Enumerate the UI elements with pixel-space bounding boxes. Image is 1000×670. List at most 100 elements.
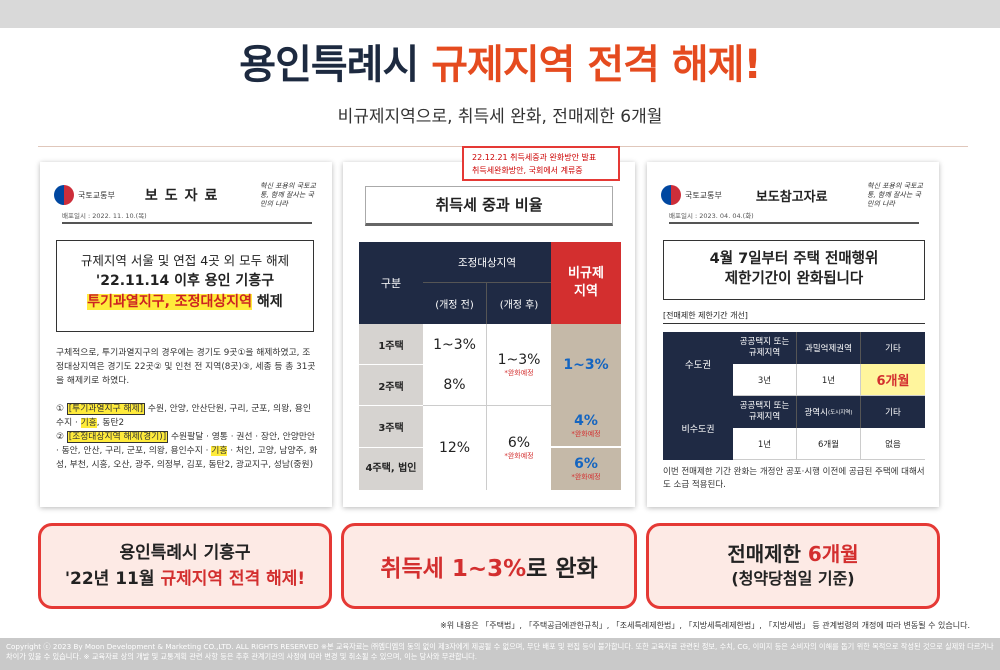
list-item: ① [투기과열지구 해제] 수원, 안양, 안산단원, 구리, 군포, 의왕, … [56,402,318,430]
title-dark: 용인특례시 [239,42,432,88]
ministry-name: 국토교통부 [78,190,115,200]
header-gongong: 공공택지 또는 규제지역 [733,332,797,364]
header-gita: 기타 [861,332,925,364]
cell-sudo-gongong: 3년 [733,364,797,396]
government-emblem-icon [661,185,681,205]
page-title: 용인특례시 규제지역 전격 해제! [0,32,1000,90]
row-3house: 3주택 [359,406,423,448]
summary-line-1: 취득세 1~3%로 완화 [344,549,634,583]
note: *완화예정 [571,430,601,438]
slogan: 혁신 포용의 국토교통, 함께 잘사는 국민의 나라 [867,181,923,208]
header-jojeong: 조정대상지역 [423,242,551,283]
tax-table-title: 취득세 중과 비율 [365,186,613,226]
headline-line-2: 제한기간이 완화됩니다 [724,271,864,287]
cell-12house-after: 1~3% *완화예정 [487,324,551,406]
cell-sudo-gwamil: 1년 [797,364,861,396]
document-type: 보도자료 [144,188,225,204]
press-release-card: 국토교통부 보도자료 혁신 포용의 국토교통, 함께 잘사는 국민의 나라 배포… [40,162,332,507]
item-highlight: 기흥 [80,418,97,428]
headline-line-2: '22.11.14 이후 용인 기흥구 [95,273,275,289]
government-emblem-icon [54,185,74,205]
value: 6% [574,456,598,472]
item-number: ② [56,432,67,442]
row-1house: 1주택 [359,324,423,365]
row-2house: 2주택 [359,365,423,406]
notice-line-1: 22.12.21 취득세중과 완화방안 발표 [472,153,597,162]
cell-34house-before: 12% [423,406,487,490]
top-bar [0,0,1000,28]
cell-34house-after: 6% *완화예정 [487,406,551,490]
headline-line-3-rest: 해제 [252,294,283,310]
header-gita-2: 기타 [861,396,925,428]
summary-line-2: (청약당첨일 기준) [731,569,855,588]
item-highlight: 기흥 [211,446,228,456]
cell-bisudo-gita: 없음 [861,428,925,460]
cell-12house-bigyu: 1~3% [551,324,621,406]
section-label: [전매제한 제한기간 개선] [663,310,925,324]
summary-red: 규제지역 전격 해제! [160,569,306,589]
label: 광역시 [804,408,828,418]
summary-line-1: 용인특례시 기흥구 [119,543,251,563]
title-red: 규제지역 전격 해제! [431,42,761,88]
summary-pre: '22년 11월 [64,569,161,589]
ministry-name: 국토교통부 [685,190,722,200]
list-item: ② [조정대상지역 해제(경기)] 수원팔달 · 영통 · 권선 · 장안, 안… [56,430,318,472]
note: *완화예정 [504,452,534,460]
slogan: 혁신 포용의 국토교통, 함께 잘사는 국민의 나라 [260,181,316,208]
release-date: 배포일시 : 2022. 11. 10.(목) [62,210,312,224]
summary-line-1: 전매제한 6개월 [649,541,937,567]
summary-tax: 취득세 1~3%로 완화 [341,523,637,609]
headline-line-1: 4월 7일부터 주택 전매행위 [709,251,879,267]
summary-red: 취득세 1~3% [380,556,527,582]
resale-restriction-card: 국토교통부 보도참고자료 혁신 포용의 국토교통, 함께 잘사는 국민의 나라 … [647,162,939,507]
press-body: 구체적으로, 투기과열지구의 경우에는 경기도 9곳①을 해제하였고, 조정대상… [56,348,316,386]
summary-regulation: 용인특례시 기흥구 '22년 11월 규제지역 전격 해제! [38,523,332,609]
summary-rest: 로 완화 [526,556,598,582]
item-text-end: · 처인, 고양, 남양주, 화성, 부천, 시흥, 오산, 광주, 의정부, … [56,446,318,470]
note: *완화예정 [571,473,601,481]
summary-resale: 전매제한 6개월 (청약당첨일 기준) [646,523,940,609]
item-text-end: , 동탄2 [96,418,125,428]
tax-notice-box: 22.12.21 취득세중과 완화방안 발표 취득세완화방안, 국회에서 계류중 [462,146,620,181]
cell-1house-before: 1~3% [423,324,487,365]
tax-table: 구분 조정대상지역 (개정 전) (개정 후) 비규제 지역 1주택 2주택 3… [359,242,621,490]
acquisition-tax-card: 취득세 중과 비율 구분 조정대상지역 (개정 전) (개정 후) 비규제 지역… [343,162,635,507]
headline-box: 규제지역 서울 및 연접 4곳 외 모두 해제 '22.11.14 이후 용인 … [56,240,314,332]
header-gongong-2: 공공택지 또는 규제지역 [733,396,797,428]
item-tag: [투기과열지구 해제] [66,403,146,415]
value: 4% [574,413,598,429]
summary-line-2: '22년 11월 규제지역 전격 해제! [41,566,329,592]
value: 1~3% [497,351,541,368]
header-after: (개정 후) [487,283,551,324]
document-type: 보도참고자료 [755,189,828,205]
note: *완화예정 [504,368,534,377]
label-sub: (도시지역) [827,410,853,416]
row-bisudo: 비수도권 [663,396,733,460]
value: 6% [507,435,531,451]
cell-bisudo-gongong: 1년 [733,428,797,460]
page-subtitle: 비규제지역으로, 취득세 완화, 전매제한 6개월 [337,107,663,127]
cell-sudo-gita: 6개월 [861,364,925,396]
resale-table: 수도권 공공택지 또는 규제지역 과밀억제권역 기타 3년 1년 6개월 비수도… [663,332,925,460]
resale-headline-box: 4월 7일부터 주택 전매행위 제한기간이 완화됩니다 [663,240,925,300]
summary-red: 6개월 [807,542,859,566]
notice-line-2: 취득세완화방안, 국회에서 계류중 [472,166,583,175]
press-header: 국토교통부 보도참고자료 혁신 포용의 국토교통, 함께 잘사는 국민의 나라 [661,180,925,210]
header-bigyu: 비규제 지역 [551,242,621,324]
legal-footnote: ※위 내용은 「주택법」, 「주택공급에관한규칙」, 「조세특례제한법」, 「지… [440,621,970,630]
row-4house: 4주택, 법인 [359,448,423,490]
highlight-zones: 투기과열지구, 조정대상지역 [87,294,253,310]
item-text: 수원, 안양, 안산단원, 구리, 군포, 의왕, 용인수지 · [56,404,311,428]
item-number: ① [56,404,67,414]
resale-footnote: 이번 전매제한 기간 완화는 개정안 공포·시행 이전에 공급된 주택에 대해서… [663,467,925,490]
copyright-bar: Copyright ⓒ 2023 By Moon Development & M… [0,638,1000,670]
headline-line-1: 규제지역 서울 및 연접 4곳 외 모두 해제 [80,253,290,268]
press-header: 국토교통부 보도자료 혁신 포용의 국토교통, 함께 잘사는 국민의 나라 [54,180,318,210]
summary-pre: 전매제한 [727,542,808,566]
header-gwangyeok: 광역시 (도시지역) [797,396,861,428]
header-gubun: 구분 [359,242,423,324]
header-gwamil: 과밀억제권역 [797,332,861,364]
item-tag: [조정대상지역 해제(경기)] [66,431,169,443]
cell-2house-before: 8% [423,365,487,406]
cell-bisudo-gwangyeok: 6개월 [797,428,861,460]
